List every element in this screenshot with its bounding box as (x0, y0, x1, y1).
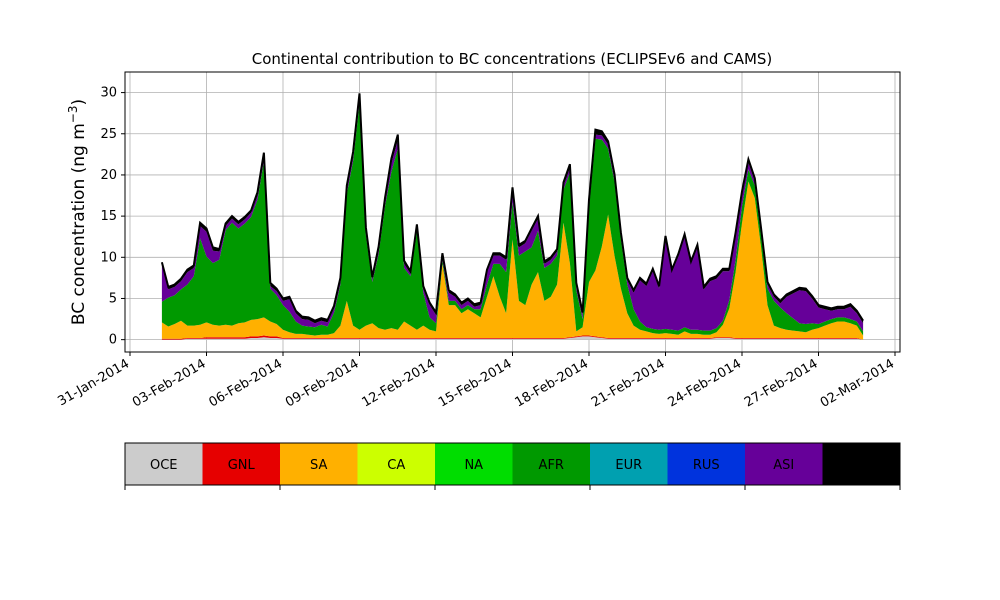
x-tick-label: 27-Feb-2014 (742, 356, 821, 410)
x-tick-label: 15-Feb-2014 (436, 356, 515, 410)
legend-label-rus: RUS (693, 458, 720, 473)
y-axis-label-main: BC concentration (ng m (69, 123, 89, 325)
legend-label-ca: CA (387, 458, 405, 473)
x-tick-label: 31-Jan-2014 (55, 356, 132, 409)
area-afr (161, 103, 864, 336)
x-tick-label: 12-Feb-2014 (359, 356, 438, 410)
y-tick-label: 10 (100, 250, 117, 265)
legend-swatch-aus (822, 443, 900, 485)
x-axis: 31-Jan-201403-Feb-201406-Feb-201409-Feb-… (55, 352, 897, 411)
legend-label-aus: AUS (848, 458, 875, 473)
area-gnl (161, 335, 864, 340)
x-tick-label: 03-Feb-2014 (130, 356, 209, 410)
total-line (160, 93, 864, 322)
legend-label-asi: ASI (773, 458, 794, 473)
legend-swatch-eur (590, 443, 668, 485)
y-axis: 0 5 10 15 20 25 30 (100, 86, 125, 348)
area-asi (161, 99, 864, 332)
x-tick-label: 18-Feb-2014 (512, 356, 591, 410)
legend-label-eur: EUR (615, 458, 642, 473)
legend-swatch-afr (512, 443, 590, 485)
legend-swatch-rus (667, 443, 745, 485)
legend-label-na: NA (464, 458, 483, 473)
x-tick-label: 24-Feb-2014 (665, 356, 744, 410)
legend-swatch-asi (745, 443, 823, 485)
legend-swatch-ca (357, 443, 435, 485)
x-tick-label: 09-Feb-2014 (283, 356, 362, 410)
y-axis-label: BC concentration (ng m−3) (66, 99, 89, 325)
legend-swatch-oce (125, 443, 203, 485)
legend-colorbar: OCE GNL SA CA NA AFR EUR RUS ASI AUS (124, 442, 901, 490)
y-tick-label: 5 (109, 291, 117, 306)
legend-swatch-gnl (202, 443, 280, 485)
y-tick-label: 15 (100, 209, 117, 224)
y-axis-label-sup: −3 (66, 105, 80, 123)
legend-swatch-na (435, 443, 513, 485)
legend-label-gnl: GNL (228, 458, 256, 473)
x-tick-label: 02-Mar-2014 (818, 356, 897, 410)
y-tick-label: 30 (100, 86, 117, 101)
area-sa (161, 181, 864, 340)
x-tick-label: 06-Feb-2014 (206, 356, 285, 410)
legend-label-sa: SA (310, 458, 327, 473)
stacked-areas (161, 93, 864, 340)
legend-frame (124, 442, 901, 486)
x-tick-label: 21-Feb-2014 (589, 356, 668, 410)
legend-label-afr: AFR (539, 458, 564, 473)
y-tick-label: 20 (100, 168, 117, 183)
plot-area: 0 5 10 15 20 25 30 31-Jan-201403-Feb-201406-Fe… (55, 71, 901, 411)
legend-label-oce: OCE (150, 458, 178, 473)
y-axis-label-close: ) (69, 99, 89, 106)
y-tick-label: 0 (109, 333, 117, 348)
y-tick-label: 25 (100, 127, 117, 142)
chart-title: Continental contribution to BC concentra… (252, 50, 773, 68)
legend-swatch-sa (280, 443, 358, 485)
